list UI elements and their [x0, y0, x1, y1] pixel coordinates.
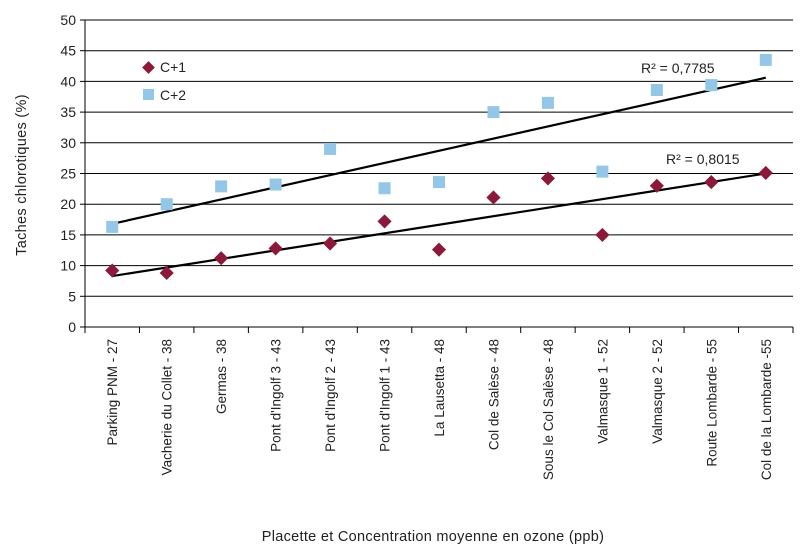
y-tick-label: 0 — [68, 319, 76, 335]
r2-label-c2: R² = 0,7785 — [641, 60, 715, 76]
legend-label-c2: C+2 — [160, 87, 186, 103]
y-tick-label: 50 — [60, 12, 76, 28]
point-series-2 — [269, 178, 282, 191]
point-series-1 — [649, 178, 664, 193]
x-category-labels: Parking PNM - 27 Vacherie du Collet - 38 G… — [84, 327, 794, 480]
y-tick-label: 5 — [68, 288, 76, 304]
y-tick-label: 15 — [60, 227, 76, 243]
x-category-label: Pont d'Ingolf 1 - 43 — [378, 339, 393, 452]
legend-marker-c2 — [143, 89, 154, 100]
point-series-2 — [106, 220, 119, 233]
y-tick-labels: 0 5 10 15 20 25 30 35 40 45 50 — [60, 12, 85, 335]
point-series-2 — [759, 53, 772, 66]
y-tick-label: 30 — [60, 135, 76, 151]
point-series-1 — [704, 175, 719, 190]
point-series-1 — [758, 165, 773, 180]
x-category-label: Col de Salèse - 48 — [486, 339, 501, 450]
legend-item-c1: C+1 — [142, 59, 186, 75]
x-category-label: La Lausetta - 48 — [432, 339, 447, 437]
point-series-2 — [378, 182, 391, 195]
point-series-2 — [596, 165, 609, 178]
x-category-label: Valmasque 2 - 52 — [650, 339, 665, 444]
point-series-1 — [323, 236, 338, 251]
y-tick-label: 25 — [60, 166, 76, 182]
x-axis-title: Placette et Concentration moyenne en ozo… — [262, 529, 604, 545]
point-series-1 — [540, 171, 555, 186]
y-tick-label: 45 — [60, 43, 76, 59]
legend: C+1 C+2 — [142, 59, 186, 103]
point-series-2 — [650, 83, 663, 96]
x-category-label: Parking PNM - 27 — [105, 339, 120, 446]
x-category-label: Route Lombarde - 55 — [704, 339, 719, 467]
r2-label-c1: R² = 0,8015 — [666, 151, 740, 167]
y-axis-title: Taches chlorotiques (%) — [14, 94, 30, 256]
point-series-2 — [324, 142, 337, 155]
x-category-label: Valmasque 1 - 52 — [595, 339, 610, 444]
y-tick-label: 20 — [60, 196, 76, 212]
point-series-1 — [486, 190, 501, 205]
point-series-1 — [105, 263, 120, 278]
y-tick-label: 35 — [60, 104, 76, 120]
point-series-1 — [595, 227, 610, 242]
x-category-label: Sous le Col Salèse - 48 — [541, 339, 556, 480]
legend-marker-c1 — [142, 61, 155, 74]
data-points — [105, 53, 773, 281]
point-series-1 — [214, 251, 229, 266]
legend-item-c2: C+2 — [143, 87, 186, 103]
x-category-label: Col de la Lombarde -55 — [759, 339, 774, 480]
x-category-label: Germas - 38 — [214, 339, 229, 414]
point-series-1 — [268, 241, 283, 256]
x-category-label: Vacherie du Collet - 38 — [160, 339, 175, 475]
point-series-1 — [159, 265, 174, 281]
trendline-series-2 — [111, 76, 767, 225]
x-category-label: Pont d'Ingolf 2 - 43 — [323, 339, 338, 452]
y-tick-label: 10 — [60, 258, 76, 274]
point-series-2 — [705, 79, 718, 92]
x-category-label: Pont d'Ingolf 3 - 43 — [269, 339, 284, 452]
point-series-2 — [215, 180, 228, 193]
point-series-1 — [377, 214, 392, 229]
trendline-series-1 — [112, 172, 766, 278]
point-series-2 — [433, 176, 445, 189]
point-series-1 — [431, 242, 447, 257]
point-series-2 — [487, 106, 500, 119]
point-series-2 — [541, 96, 554, 109]
y-tick-label: 40 — [60, 73, 76, 89]
legend-label-c1: C+1 — [160, 59, 186, 75]
point-series-2 — [160, 198, 173, 211]
